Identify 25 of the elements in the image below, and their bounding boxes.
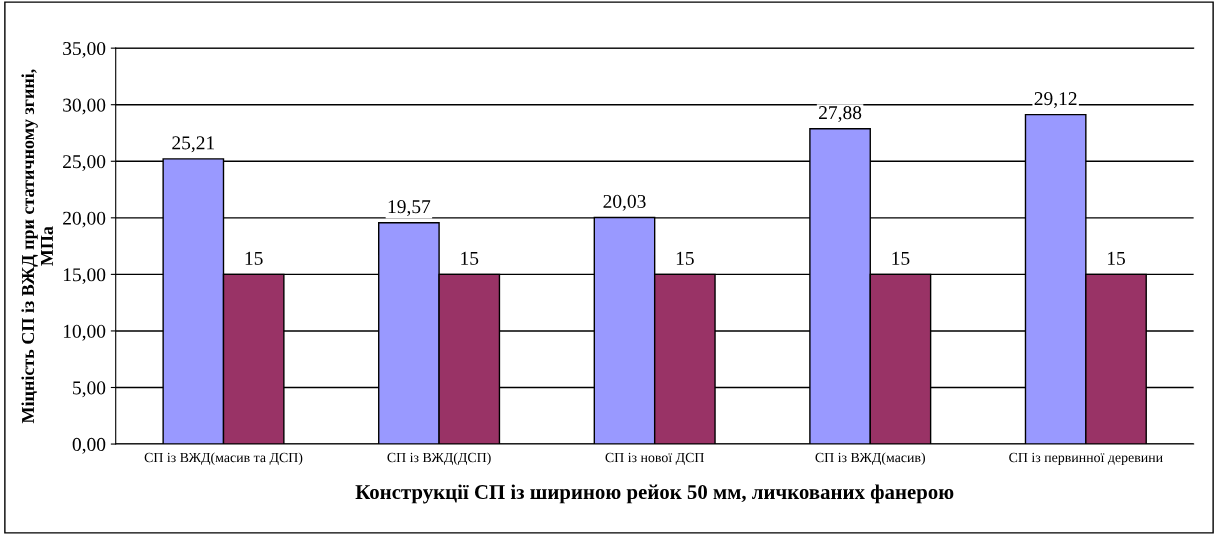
data-label: 29,12 bbox=[1034, 92, 1077, 108]
data-label: 15 bbox=[245, 251, 263, 265]
y-tick-label: 10,00 bbox=[63, 324, 106, 341]
data-label: 27,88 bbox=[819, 106, 862, 122]
x-tick-label: СП із ВЖД(ДСП) bbox=[387, 452, 491, 465]
data-label: 15 bbox=[461, 251, 479, 265]
data-label: 19,57 bbox=[388, 200, 431, 216]
y-tick-label: 30,00 bbox=[63, 98, 106, 115]
data-label: 20,03 bbox=[603, 194, 646, 211]
x-tick-label: СП із первинної деревини bbox=[1009, 452, 1163, 465]
y-axis-title: Міцність СП із ВЖД при статичному згині, МПа bbox=[21, 69, 54, 424]
y-tick-label: 0,00 bbox=[72, 437, 106, 454]
x-tick-label: СП із нової ДСП bbox=[605, 452, 704, 465]
x-axis-title: Конструкції СП із шириною рейок 50 мм, личкованих фанерою bbox=[355, 484, 954, 504]
data-label: 15 bbox=[1108, 251, 1125, 265]
y-tick-label: 35,00 bbox=[63, 41, 106, 58]
y-tick-label: 5,00 bbox=[73, 381, 106, 398]
data-label: 25,21 bbox=[172, 136, 215, 153]
data-label: 15 bbox=[676, 251, 694, 265]
y-tick-label: 15,00 bbox=[63, 268, 106, 285]
y-tick-label: 20,00 bbox=[63, 211, 106, 228]
x-tick-label: СП із ВЖД(масив) bbox=[815, 452, 925, 465]
x-tick-label: СП із ВЖД(масив та ДСП) bbox=[144, 452, 303, 465]
data-label: 15 bbox=[892, 251, 910, 265]
y-tick-label: 25,00 bbox=[63, 155, 106, 171]
